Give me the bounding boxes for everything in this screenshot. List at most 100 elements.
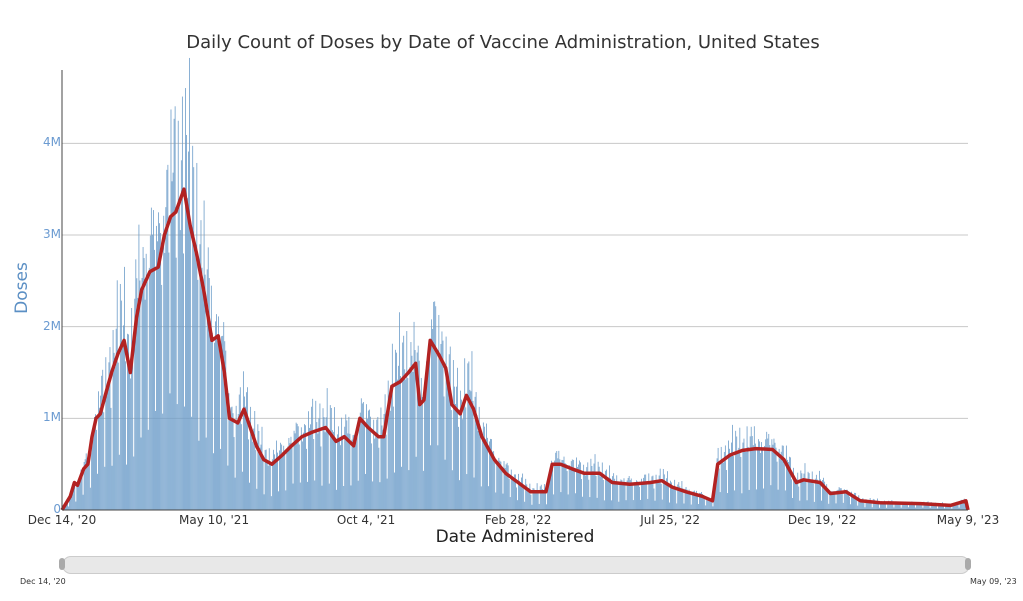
daily-dose-bar[interactable] — [78, 477, 80, 510]
daily-dose-bar[interactable] — [730, 455, 731, 510]
daily-dose-bar[interactable] — [199, 244, 201, 510]
daily-dose-bar[interactable] — [282, 455, 284, 510]
daily-dose-bar[interactable] — [249, 482, 250, 510]
daily-dose-bar[interactable] — [398, 365, 399, 510]
daily-dose-bar[interactable] — [553, 494, 555, 510]
daily-dose-bar[interactable] — [790, 457, 791, 510]
daily-dose-bar[interactable] — [356, 436, 358, 510]
daily-dose-bar[interactable] — [820, 479, 821, 510]
daily-dose-bar[interactable] — [159, 223, 161, 510]
daily-dose-bar[interactable] — [733, 456, 735, 510]
daily-dose-bar[interactable] — [557, 458, 559, 510]
daily-dose-bar[interactable] — [637, 481, 638, 510]
daily-dose-bar[interactable] — [736, 436, 738, 510]
daily-dose-bar[interactable] — [505, 464, 507, 510]
daily-dose-bar[interactable] — [904, 502, 906, 510]
daily-dose-bar[interactable] — [563, 456, 565, 510]
daily-dose-bar[interactable] — [829, 492, 831, 510]
daily-dose-bar[interactable] — [558, 450, 560, 510]
daily-dose-bar[interactable] — [350, 485, 352, 510]
daily-dose-bar[interactable] — [680, 488, 682, 510]
daily-dose-bar[interactable] — [460, 390, 461, 510]
daily-dose-bar[interactable] — [853, 494, 854, 510]
daily-dose-bar[interactable] — [279, 450, 280, 510]
daily-dose-bar[interactable] — [719, 492, 721, 510]
daily-dose-bar[interactable] — [236, 423, 238, 510]
daily-dose-bar[interactable] — [709, 497, 711, 510]
daily-dose-bar[interactable] — [621, 480, 623, 510]
daily-dose-bar[interactable] — [594, 454, 596, 510]
daily-dose-bar[interactable] — [446, 375, 448, 510]
daily-dose-bar[interactable] — [679, 486, 681, 510]
daily-dose-bar[interactable] — [692, 491, 694, 510]
daily-dose-bar[interactable] — [546, 504, 547, 510]
daily-dose-bar[interactable] — [890, 502, 892, 510]
daily-dose-bar[interactable] — [959, 501, 961, 510]
daily-dose-bar[interactable] — [889, 501, 891, 510]
daily-dose-bar[interactable] — [587, 462, 589, 510]
daily-dose-bar[interactable] — [390, 385, 392, 510]
daily-dose-bar[interactable] — [242, 371, 244, 510]
daily-dose-bar[interactable] — [771, 439, 773, 510]
daily-dose-bar[interactable] — [801, 473, 803, 510]
daily-dose-bar[interactable] — [745, 451, 747, 510]
daily-dose-bar[interactable] — [568, 465, 570, 510]
daily-dose-bar[interactable] — [641, 478, 642, 510]
daily-dose-bar[interactable] — [98, 391, 99, 510]
daily-dose-bar[interactable] — [689, 493, 691, 510]
daily-dose-bar[interactable] — [681, 481, 683, 510]
daily-dose-bar[interactable] — [376, 419, 378, 510]
daily-dose-bar[interactable] — [244, 396, 245, 510]
daily-dose-bar[interactable] — [766, 431, 768, 510]
daily-dose-bar[interactable] — [340, 445, 341, 510]
daily-dose-bar[interactable] — [648, 473, 650, 510]
daily-dose-bar[interactable] — [629, 480, 631, 510]
daily-dose-bar[interactable] — [741, 493, 743, 510]
daily-dose-bar[interactable] — [843, 489, 845, 510]
daily-dose-bar[interactable] — [371, 443, 373, 510]
daily-dose-bar[interactable] — [491, 439, 492, 510]
daily-dose-bar[interactable] — [802, 478, 804, 510]
daily-dose-bar[interactable] — [268, 448, 270, 510]
daily-dose-bar[interactable] — [556, 451, 558, 510]
daily-dose-bar[interactable] — [887, 501, 889, 510]
daily-dose-bar[interactable] — [521, 477, 522, 510]
daily-dose-bar[interactable] — [448, 354, 450, 510]
daily-dose-bar[interactable] — [762, 449, 763, 510]
daily-dose-bar[interactable] — [79, 478, 81, 510]
daily-dose-bar[interactable] — [479, 431, 481, 510]
daily-dose-bar[interactable] — [308, 411, 309, 510]
daily-dose-bar[interactable] — [683, 503, 685, 510]
daily-dose-bar[interactable] — [157, 241, 158, 510]
daily-dose-bar[interactable] — [854, 492, 856, 510]
daily-dose-bar[interactable] — [410, 342, 412, 510]
daily-dose-bar[interactable] — [200, 220, 202, 510]
daily-dose-bar[interactable] — [131, 308, 133, 510]
daily-dose-bar[interactable] — [633, 482, 635, 510]
daily-dose-bar[interactable] — [659, 468, 661, 510]
daily-dose-bar[interactable] — [777, 489, 779, 510]
daily-dose-bar[interactable] — [124, 266, 125, 510]
daily-dose-bar[interactable] — [602, 479, 604, 510]
daily-dose-bar[interactable] — [882, 502, 883, 510]
daily-dose-bar[interactable] — [284, 453, 286, 510]
daily-dose-bar[interactable] — [455, 403, 456, 510]
daily-dose-bar[interactable] — [616, 475, 618, 510]
daily-dose-bar[interactable] — [129, 373, 131, 510]
daily-dose-bar[interactable] — [513, 474, 515, 510]
daily-dose-bar[interactable] — [239, 387, 241, 510]
daily-dose-bar[interactable] — [793, 467, 794, 510]
daily-dose-bar[interactable] — [595, 476, 597, 510]
daily-dose-bar[interactable] — [838, 487, 840, 510]
daily-dose-bar[interactable] — [346, 420, 348, 510]
daily-dose-bar[interactable] — [909, 501, 910, 510]
daily-dose-bar[interactable] — [294, 433, 296, 510]
daily-dose-bar[interactable] — [213, 453, 214, 510]
daily-dose-bar[interactable] — [507, 465, 509, 510]
daily-dose-bar[interactable] — [951, 508, 953, 510]
daily-dose-bar[interactable] — [617, 482, 619, 510]
daily-dose-bar[interactable] — [473, 477, 475, 510]
daily-dose-bar[interactable] — [432, 328, 434, 510]
daily-dose-bar[interactable] — [845, 489, 847, 510]
daily-dose-bar[interactable] — [418, 360, 420, 510]
